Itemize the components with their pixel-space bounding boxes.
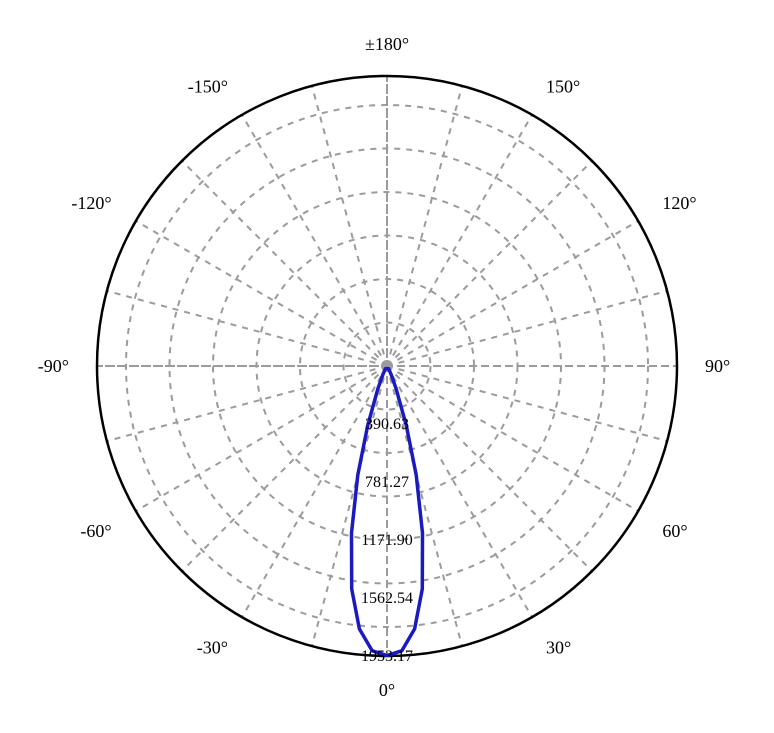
angle-tick-label: 0°	[379, 680, 395, 700]
angle-tick-label: -90°	[38, 356, 69, 376]
angle-tick-label: 120°	[662, 193, 696, 213]
angle-tick-label: 60°	[662, 521, 687, 541]
radial-tick-label: 1562.54	[361, 590, 413, 607]
polar-chart: 0° 30° 60° 90° 120° 150° ±180° -150° -120° -90° -6…	[0, 0, 774, 733]
angle-tick-label: ±180°	[365, 34, 409, 54]
angle-tick-label: -150°	[188, 77, 228, 97]
angle-tick-label: 30°	[546, 637, 571, 657]
angle-tick-label: -120°	[71, 193, 111, 213]
radial-tick-label: 1953.17	[361, 648, 413, 665]
angle-tick-label: -30°	[197, 637, 228, 657]
radial-tick-label: 781.27	[365, 474, 409, 491]
angle-tick-label: -60°	[80, 521, 111, 541]
radial-tick-label: 390.63	[365, 416, 409, 433]
radial-tick-label: 1171.90	[361, 532, 412, 549]
angle-tick-label: 150°	[546, 77, 580, 97]
angle-tick-label: 90°	[705, 356, 730, 376]
polar-svg: 0° 30° 60° 90° 120° 150° ±180° -150° -120° -90° -6…	[0, 0, 774, 733]
